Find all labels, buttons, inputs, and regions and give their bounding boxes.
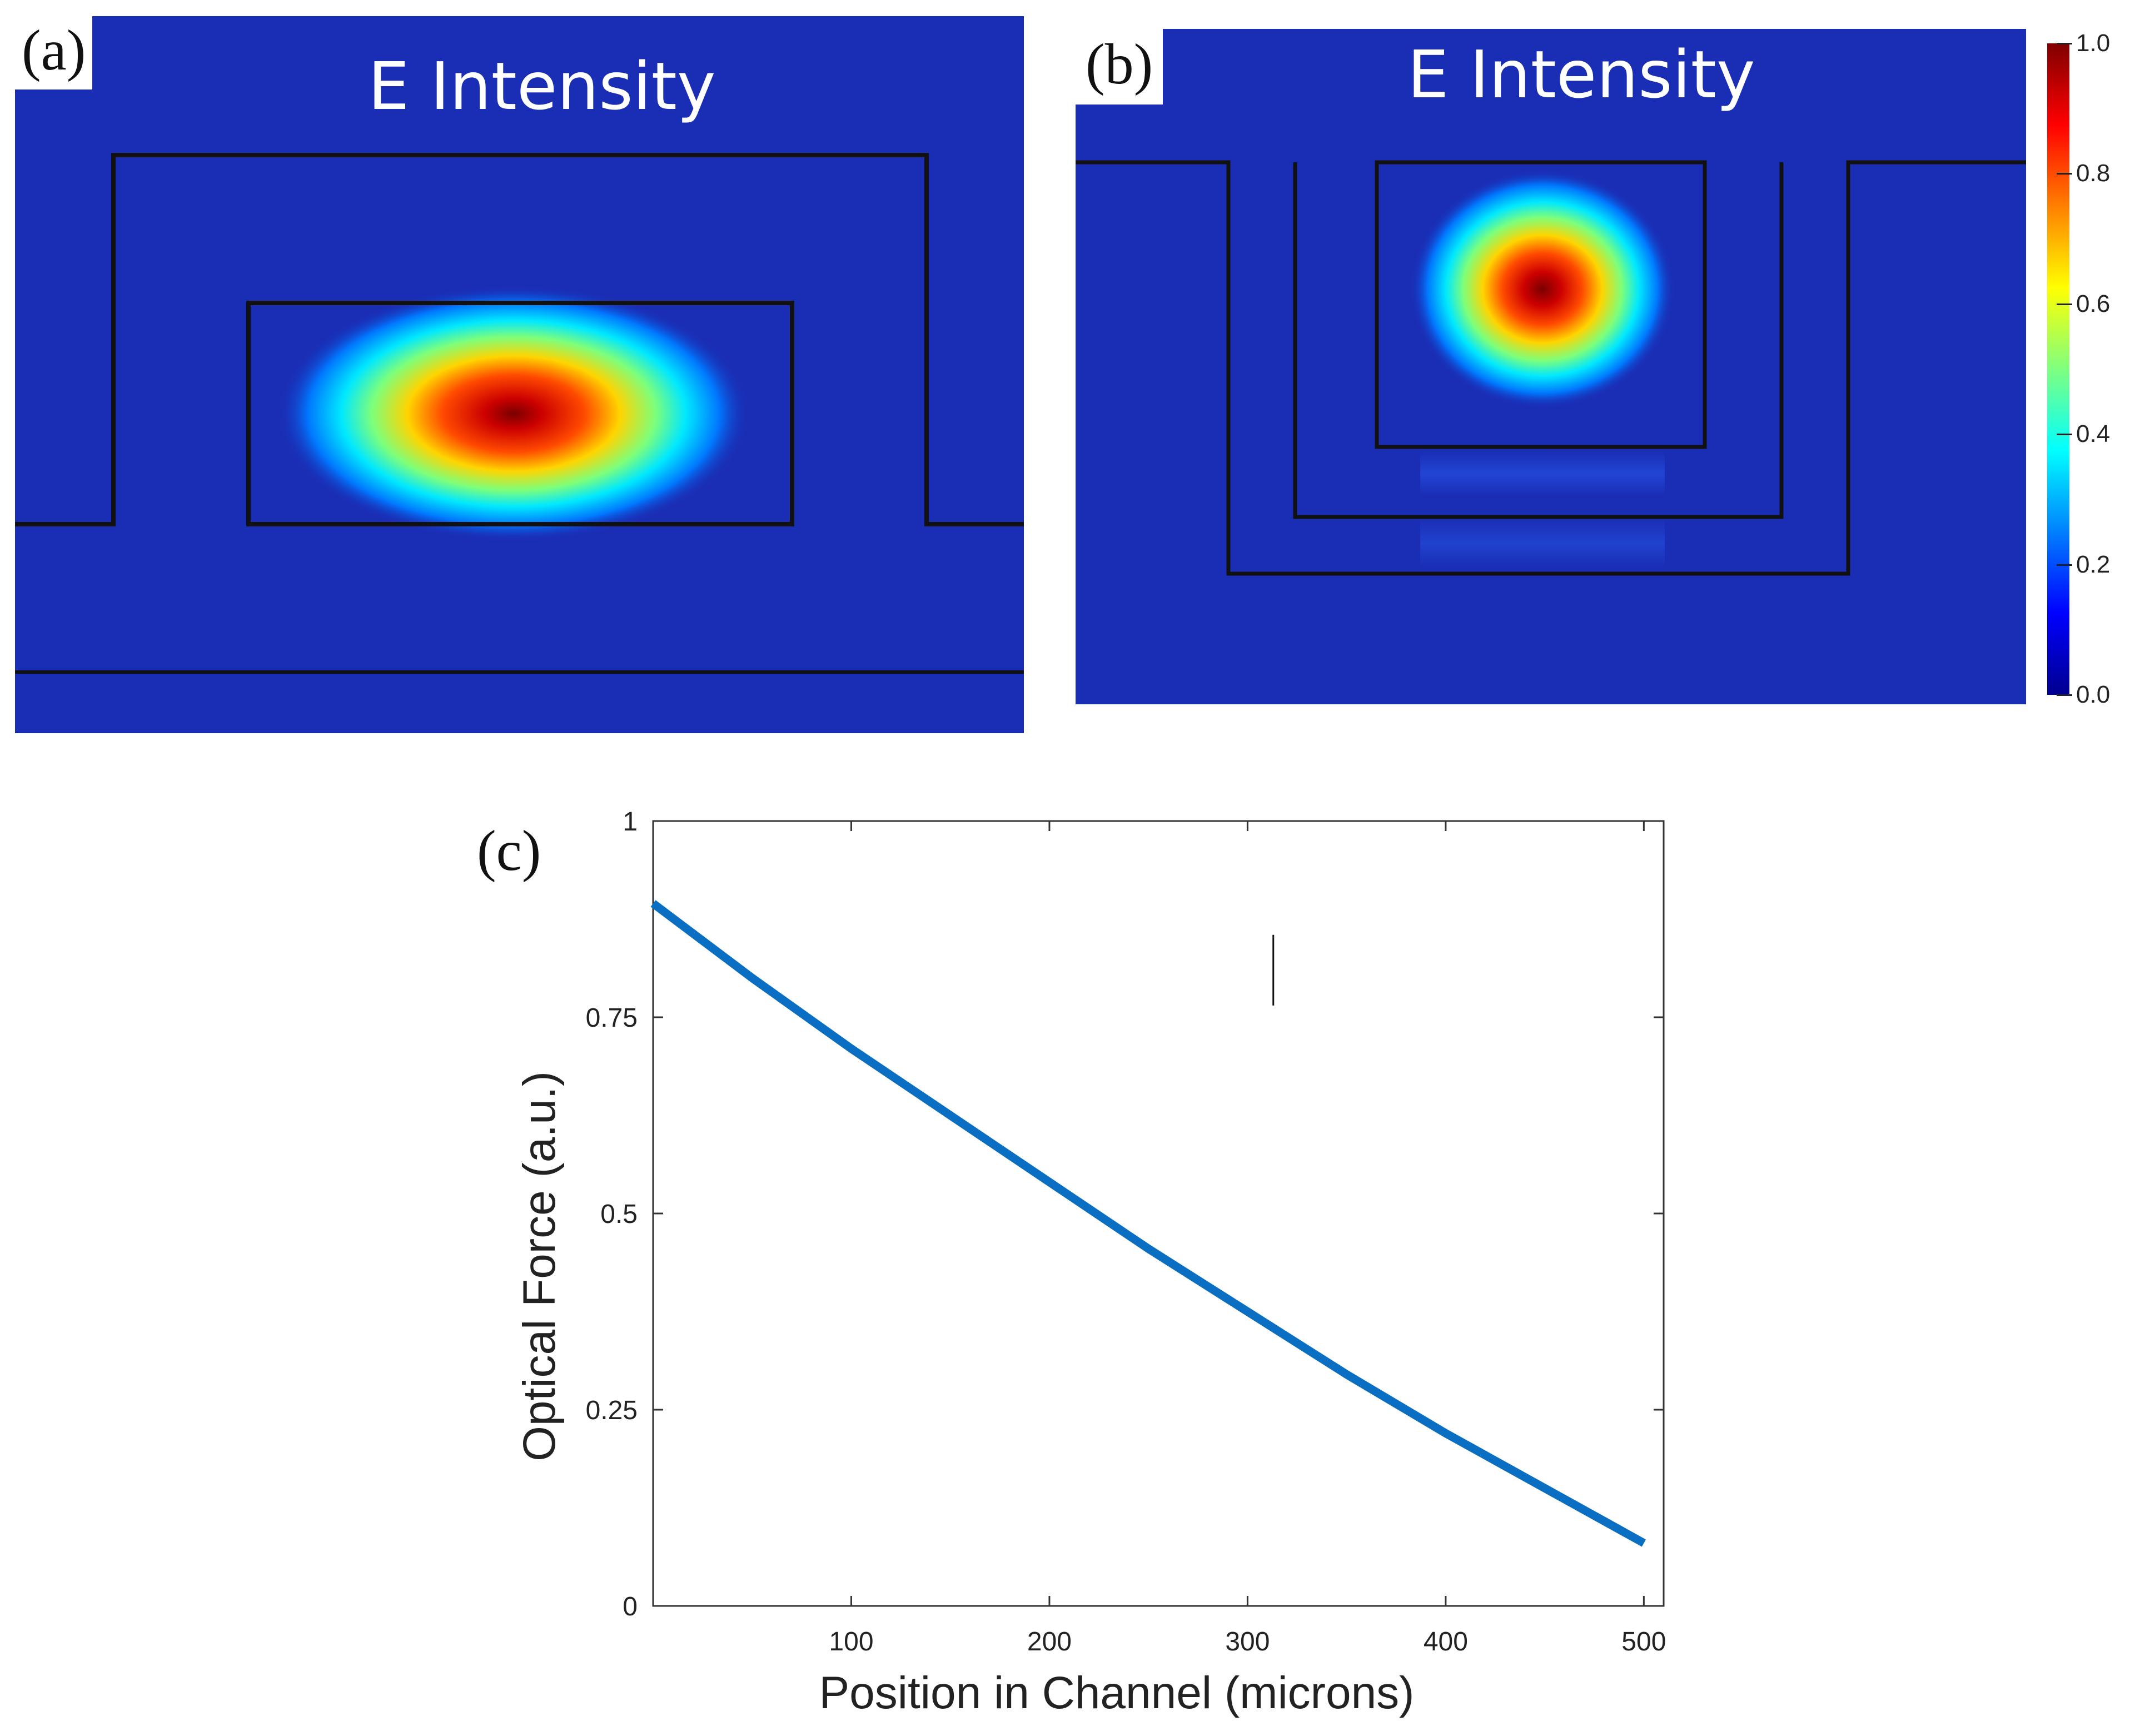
x-tick-label: 200 — [1027, 1627, 1072, 1657]
colorbar-tick — [2057, 564, 2072, 566]
plot-frame — [652, 820, 1665, 1607]
panel-a-mode-spot — [277, 286, 750, 541]
panel-a-field-map: (a) E Intensity — [15, 16, 1024, 733]
colorbar-tick — [2057, 173, 2072, 175]
series-line-optical-force — [650, 900, 1646, 1547]
panel-c-letter: (c) — [477, 819, 541, 883]
x-tick-label: 100 — [829, 1627, 873, 1657]
y-tick-label: 0 — [623, 1592, 638, 1621]
panel-b-title: E Intensity — [1407, 36, 1755, 113]
x-tick-label: 300 — [1225, 1627, 1270, 1657]
panel-a-title: E Intensity — [368, 48, 716, 125]
panel-b-core-outline — [1375, 160, 1707, 449]
y-axis-label: Optical Force (a.u.) — [514, 1071, 565, 1461]
x-tick-label: 500 — [1621, 1627, 1666, 1657]
colorbar-tick — [2057, 434, 2072, 436]
panel-a-core-outline — [246, 301, 794, 526]
colorbar-tick-label: 0.2 — [2076, 550, 2111, 578]
panel-b-letter: (b) — [1076, 29, 1163, 105]
panel-b-mode-spot — [1410, 170, 1675, 409]
colorbar-tick-label: 0.8 — [2076, 160, 2111, 187]
panel-a-heatmap — [15, 16, 1024, 733]
colorbar-tick-label: 0.0 — [2076, 681, 2111, 708]
y-tick-label: 1 — [623, 807, 638, 837]
panel-b-heatmap — [1076, 29, 2026, 704]
y-tick-label: 0.5 — [600, 1200, 638, 1229]
panel-b-outer-trench-outline — [1076, 160, 2026, 576]
panel-b-field-map: (b) E Intensity — [1076, 29, 2026, 704]
panel-b-inner-trench-outline — [1293, 162, 1784, 519]
y-tick-label: 0.75 — [586, 1003, 638, 1033]
panel-b-leak-ripple-2 — [1420, 518, 1665, 568]
x-tick-label: 400 — [1424, 1627, 1468, 1657]
panel-b-leak-ripple-1 — [1420, 451, 1665, 496]
colorbar-tick-label: 0.6 — [2076, 290, 2111, 317]
panel-a-ridge-outline — [15, 153, 1024, 526]
panel-a-letter: (a) — [15, 16, 93, 89]
y-tick-label: 0.25 — [586, 1396, 638, 1425]
colorbar-tick-label: 0.4 — [2076, 420, 2111, 448]
x-axis-label: Position in Channel (microns) — [819, 1668, 1414, 1718]
colorbar-tick — [2057, 43, 2072, 44]
colorbar-tick-label: 1.0 — [2076, 29, 2111, 57]
colorbar-gradient — [2047, 43, 2069, 695]
colorbar — [2047, 43, 2069, 695]
colorbar-tick — [2057, 303, 2072, 305]
colorbar-tick — [2057, 694, 2072, 696]
